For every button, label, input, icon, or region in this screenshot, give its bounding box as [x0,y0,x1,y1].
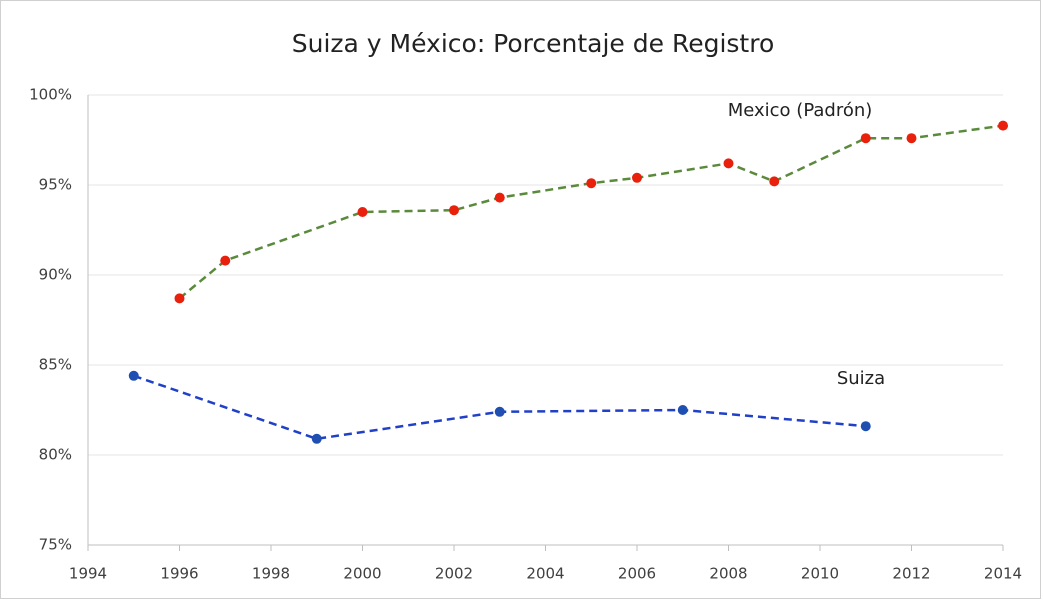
data-point [494,192,505,203]
data-point [449,205,459,216]
x-tick-label: 2010 [801,565,839,583]
data-point [632,172,642,183]
x-tick-label: 2014 [984,565,1022,583]
series-label: Suiza [837,368,885,389]
x-tick-label: 2006 [618,565,656,583]
y-tick-label: 75% [39,536,72,554]
x-tick-label: 1996 [160,565,198,583]
x-tick-label: 2000 [343,565,381,583]
data-point [357,207,368,217]
data-point [220,255,231,266]
data-point [769,176,780,187]
x-tick-label: 1994 [69,565,107,583]
chart-title: Suiza y México: Porcentaje de Registro [292,29,775,58]
data-point [174,293,185,304]
data-point [128,370,139,381]
data-point [586,178,597,189]
data-point [494,406,505,417]
y-tick-label: 85% [39,356,72,374]
series-line [178,124,1004,300]
data-point [860,421,871,432]
data-point [677,405,688,415]
y-tick-label: 90% [39,266,72,284]
data-point [860,133,871,144]
data-point [311,433,322,444]
x-tick-label: 2012 [892,565,930,583]
y-tick-label: 95% [39,176,72,194]
series-label: Mexico (Padrón) [728,100,873,121]
x-tick-label: 2004 [526,565,564,583]
x-tick-label: 2002 [435,565,473,583]
x-tick-label: 1998 [252,565,290,583]
y-tick-label: 100% [29,86,72,104]
x-tick-label: 2008 [709,565,747,583]
y-tick-label: 80% [39,446,72,464]
data-point [998,120,1008,131]
data-point [906,133,917,144]
data-point [723,158,734,169]
